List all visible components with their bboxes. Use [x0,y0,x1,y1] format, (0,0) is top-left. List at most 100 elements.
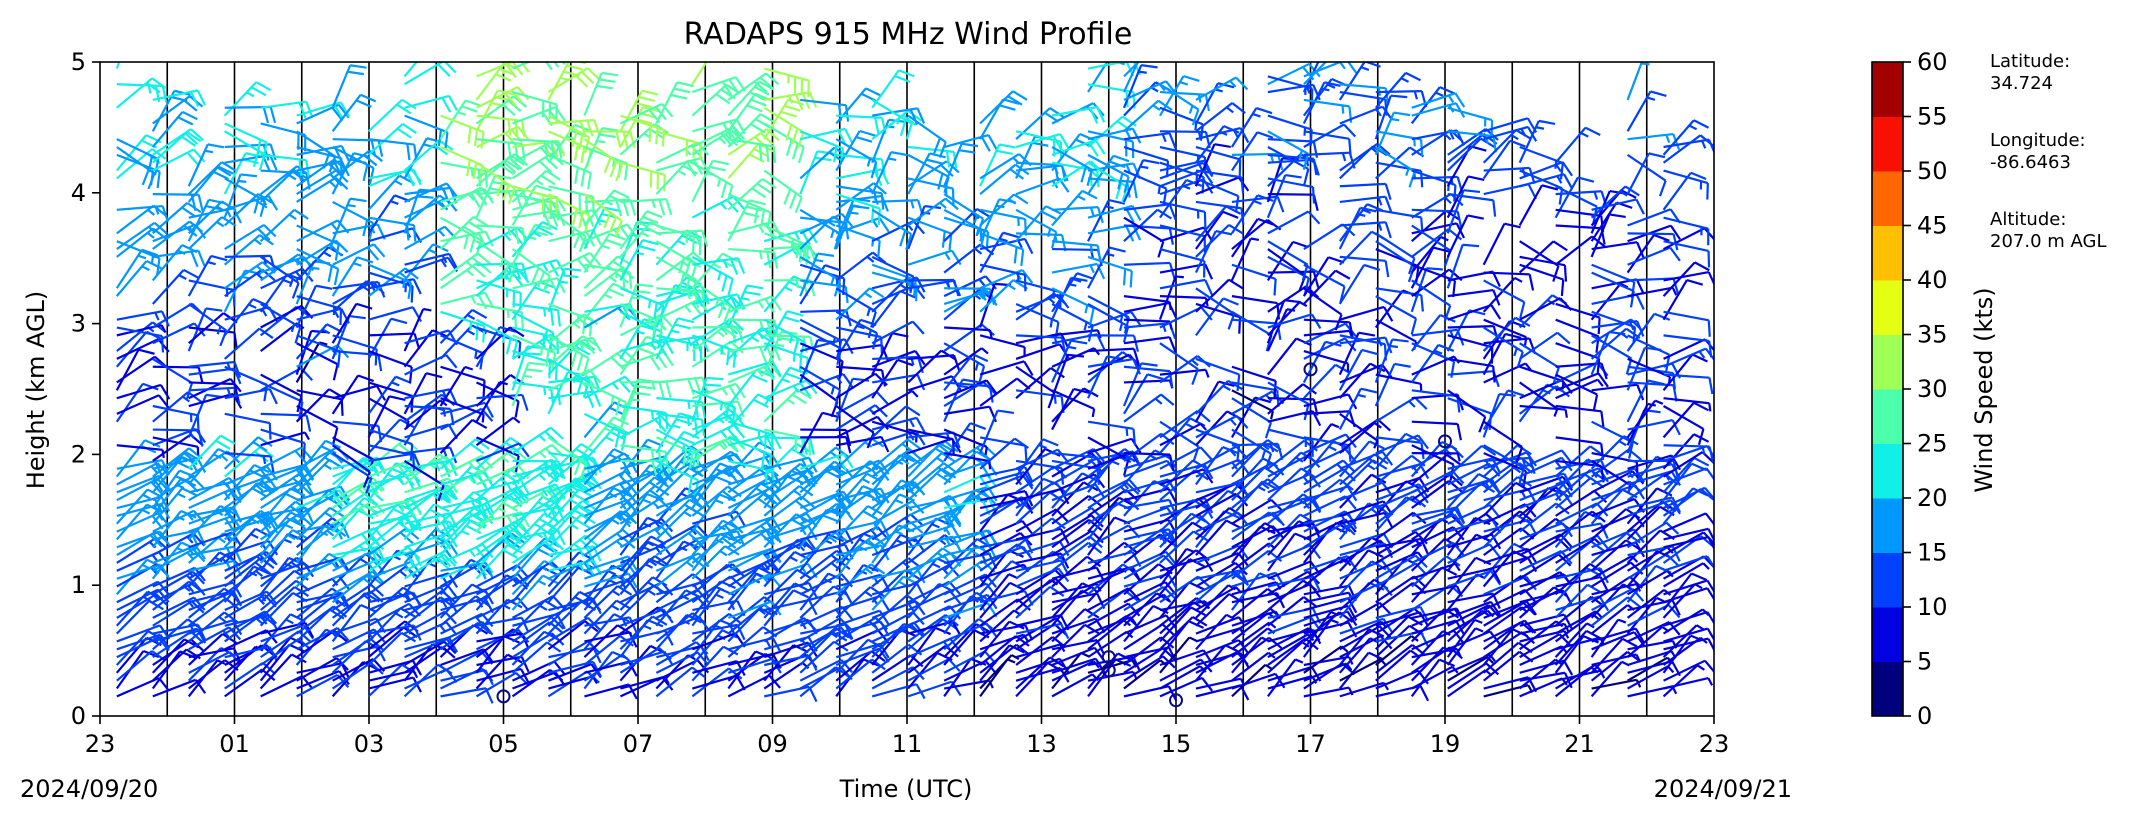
wind-barb [655,589,702,627]
colorbar-segment [1872,607,1903,662]
wind-barb [152,131,202,164]
wind-barb [152,89,207,108]
wind-barb [1267,153,1318,176]
wind-barb [115,382,159,423]
wind-barb [979,153,1032,180]
x-tick-label: 13 [1026,730,1057,758]
wind-barb [475,326,525,360]
x-tick-label: 05 [488,730,519,758]
wind-barb [367,631,417,666]
wind-barb [259,208,309,243]
wind-barb [295,284,333,328]
wind-barb [1663,216,1710,246]
wind-barb [403,307,432,352]
wind-barb [116,394,170,415]
wind-barb [763,661,810,690]
wind-barb [1518,184,1559,227]
colorbar-tick-label: 5 [1917,648,1932,676]
wind-barb [691,195,745,219]
wind-barb [1303,393,1358,410]
wind-barb [619,239,659,281]
wind-barb [1663,169,1709,200]
wind-barb [476,564,530,588]
wind-barb [260,630,312,659]
x-axis-ticks: 23 01 03 05 07 09 11 13 15 17 19 21 23 [85,716,1729,758]
wind-barb [152,436,200,456]
x-tick-label: 09 [757,730,788,758]
colorbar-segment [1872,171,1903,226]
wind-barb [943,405,998,423]
wind-barb [476,224,527,245]
wind-barb [367,194,411,234]
wind-barb [1483,279,1526,319]
wind-barb [224,387,278,405]
wind-barb [439,438,490,470]
wind-barb [331,444,372,488]
wind-barb [547,488,595,525]
wind-barb [1554,126,1601,164]
wind-barb [260,381,304,419]
wind-barb [1446,243,1480,289]
wind-barb [440,365,486,397]
wind-barb [907,249,962,266]
wind-barb [1518,294,1568,329]
chart-title: RADAPS 915 MHz Wind Profile [684,17,1133,52]
colorbar-segment [1872,661,1903,717]
x-tick-label: 07 [623,730,654,758]
colorbar [1871,61,1904,717]
wind-barb [116,599,164,635]
wind-barb [260,100,314,119]
wind-barb [187,307,223,352]
x-tick-label: 21 [1564,730,1595,758]
wind-barb [152,509,206,533]
wind-barb [404,256,458,274]
wind-barb [260,675,314,698]
wind-barb [116,355,168,384]
wind-barb [944,381,994,403]
x-tick-label: 01 [219,730,250,758]
wind-barb [1051,339,1088,383]
wind-barb [224,223,277,250]
wind-barb [152,193,204,212]
wind-barb [368,350,413,384]
wind-barb [1447,325,1500,343]
latitude-value: 34.724 [1990,73,2053,94]
wind-barb [187,165,234,203]
wind-barb [296,176,349,203]
x-tick-label: 19 [1430,730,1461,758]
wind-barb [547,436,588,480]
wind-barb [1123,301,1178,319]
wind-barb [511,641,562,674]
wind-barb [511,169,561,203]
wind-barb [692,400,745,419]
wind-barb [440,397,485,423]
wind-barb [404,62,457,86]
wind-barb [512,62,566,71]
wind-barb [188,488,242,510]
wind-barb [835,310,879,350]
wind-barb [1591,293,1645,310]
wind-barb [331,603,377,643]
wind-barb [475,543,523,580]
wind-barb [1123,393,1175,423]
wind-barb [439,418,488,454]
y-tick-label: 5 [71,48,86,76]
x-tick-label: 03 [354,730,385,758]
wind-barb [368,227,423,244]
wind-barb [116,444,165,459]
wind-barb [1591,198,1645,215]
wind-barb [332,334,378,366]
wind-barb [1375,685,1430,702]
colorbar-segment [1872,116,1903,172]
wind-barbs [115,62,1714,704]
wind-barb [979,437,1029,470]
wind-barb [223,81,272,117]
wind-barb [547,334,590,375]
wind-barb [475,635,520,674]
wind-barb [475,240,516,283]
colorbar-tick-label: 30 [1917,375,1948,403]
wind-barb [116,323,167,337]
wind-barb [1123,99,1173,133]
wind-barb [1482,222,1521,266]
wind-barb [367,607,416,643]
